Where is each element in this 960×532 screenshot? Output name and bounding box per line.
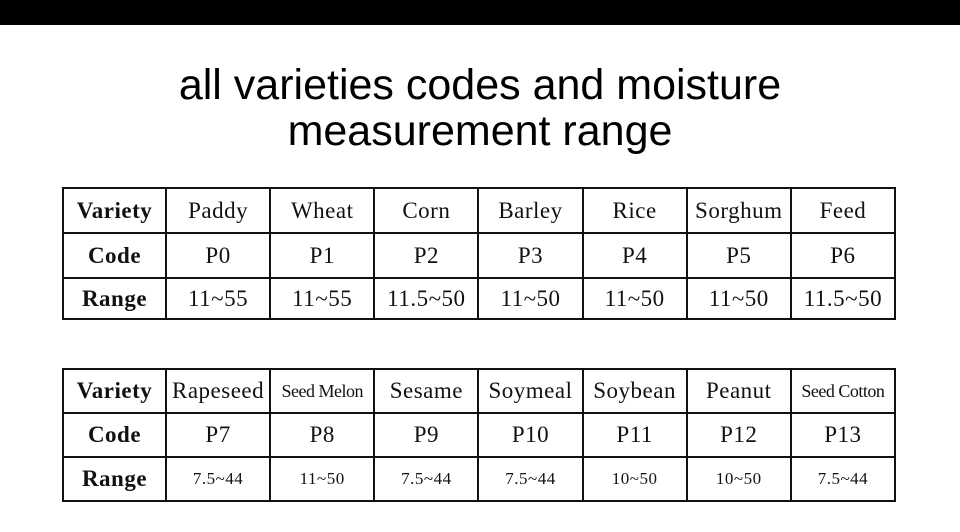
table-cell: P3 (477, 232, 584, 279)
table-cell: P7 (164, 412, 272, 458)
table-cell: 11~55 (269, 277, 376, 320)
table-cell: P0 (164, 232, 272, 279)
table-cell: Rice (581, 187, 688, 234)
title-line: all varieties codes and moisture (178, 61, 782, 109)
table-cell: 11~50 (581, 277, 688, 320)
table-cell: 10~50 (581, 456, 688, 502)
table-cell: P5 (685, 232, 792, 279)
table-row: Range 7.5~44 11~50 7.5~44 7.5~44 10~50 10~50 7.… (62, 456, 897, 502)
table: Variety Paddy Wheat Corn Barley Rice Sorghum Fe… (62, 187, 897, 320)
table-row: Range 11~55 11~55 11.5~50 11~50 11~50 11~50 11.… (62, 277, 897, 320)
table-cell: 7.5~44 (373, 456, 480, 502)
table-cell: Peanut (685, 368, 792, 414)
table-row: Variety Paddy Wheat Corn Barley Rice Sorghum Fe… (62, 187, 897, 234)
table-row: Code P7 P8 P9 P10 P11 P12 P13 (62, 412, 897, 458)
table-cell: 11~50 (269, 456, 376, 502)
table-cell: Rapeseed (164, 368, 272, 414)
table-cell: 7.5~44 (164, 456, 272, 502)
table-cell: Soybean (581, 368, 688, 414)
table-cell: P6 (789, 232, 897, 279)
table-cell: P9 (373, 412, 480, 458)
table-cell: Seed Cotton (789, 368, 897, 414)
table-row: Code P0 P1 P2 P3 P4 P5 P6 (62, 232, 897, 279)
title: all varieties codes and moisture measure… (0, 62, 960, 154)
row-header: Code (62, 232, 167, 279)
table-cell: Barley (477, 187, 584, 234)
row-header: Variety (62, 368, 167, 414)
table-cell: Seed Melon (269, 368, 376, 414)
table-cell: 7.5~44 (789, 456, 897, 502)
table-cell: P10 (477, 412, 584, 458)
table-cell: 11~55 (164, 277, 272, 320)
table-cell: Soymeal (477, 368, 584, 414)
table-cell: 11~50 (477, 277, 584, 320)
table-cell: P11 (581, 412, 688, 458)
table-cell: P2 (373, 232, 480, 279)
table-cell: P8 (269, 412, 376, 458)
row-header: Range (62, 277, 167, 320)
table-cell: P12 (685, 412, 792, 458)
table-cell: P13 (789, 412, 897, 458)
table-cell: Paddy (164, 187, 272, 234)
table-cell: 7.5~44 (477, 456, 584, 502)
row-header: Range (62, 456, 167, 502)
table-cell: Wheat (269, 187, 376, 234)
table-row: Variety Rapeseed Seed Melon Sesame Soymeal So… (62, 368, 897, 414)
table-cell: Sesame (373, 368, 480, 414)
table-cell: P1 (269, 232, 376, 279)
table-cell: 11~50 (685, 277, 792, 320)
table-cell: P4 (581, 232, 688, 279)
table-cell: 11.5~50 (373, 277, 480, 320)
table-cell: 11.5~50 (789, 277, 897, 320)
top-bar (0, 0, 960, 25)
row-header: Variety (62, 187, 167, 234)
table: Variety Rapeseed Seed Melon Sesame Soymeal So… (62, 368, 897, 502)
title-line: measurement range (287, 107, 673, 155)
table-cell: Sorghum (685, 187, 792, 234)
table-cell: Corn (373, 187, 480, 234)
row-header: Code (62, 412, 167, 458)
table-cell: 10~50 (685, 456, 792, 502)
table-cell: Feed (789, 187, 897, 234)
